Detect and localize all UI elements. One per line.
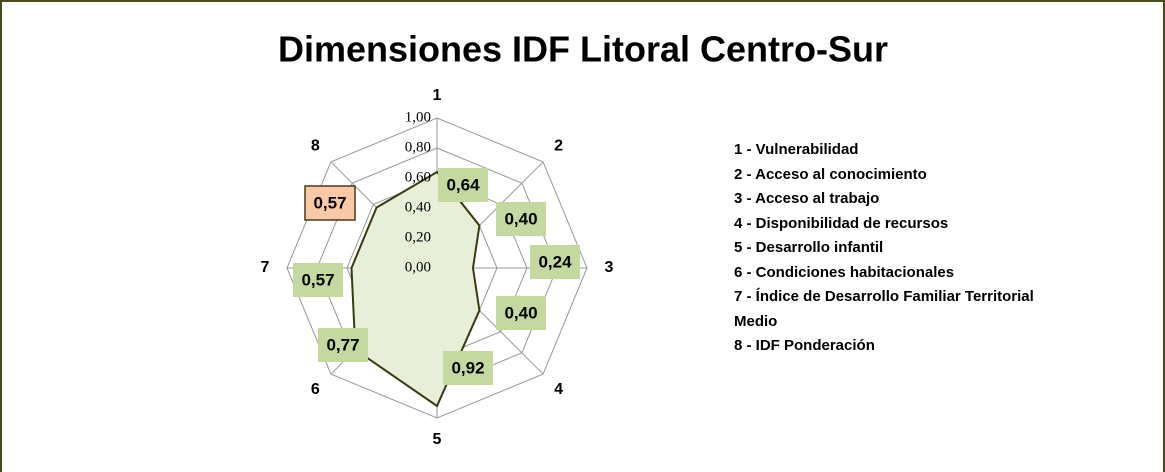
legend: 1 - Vulnerabilidad 2 - Acceso al conocimi… [734, 138, 1034, 359]
value-label-box [496, 202, 546, 236]
value-label: 0,57 [313, 193, 346, 212]
data-area [350, 170, 481, 408]
r-tick-label: 0,20 [405, 229, 431, 245]
value-label: 0,92 [451, 358, 484, 377]
value-label-box [318, 328, 368, 362]
legend-entry: 2 - Acceso al conocimiento [734, 165, 927, 183]
category-label: 7 [261, 259, 270, 276]
legend-entry: 3 - Acceso al trabajo [734, 190, 880, 207]
value-label: 0,77 [326, 335, 359, 354]
category-label: 1 [433, 87, 442, 104]
value-label-box [496, 296, 546, 330]
value-label: 0,24 [538, 252, 572, 271]
value-label-box [438, 168, 488, 202]
legend-entry: 7 - Índice de Desarrollo Familiar Territ… [734, 288, 1034, 330]
value-label-box [443, 351, 493, 385]
legend-entry: 6 - Condiciones habitacionales [734, 263, 955, 281]
category-label: 5 [433, 431, 442, 448]
value-label: 0,64 [446, 175, 480, 194]
legend-entry: 8 - IDF Ponderación [734, 337, 875, 354]
value-label: 0,57 [301, 270, 334, 289]
value-label-box [530, 245, 580, 279]
value-label-box [293, 263, 343, 297]
category-label: 2 [554, 138, 563, 155]
r-tick-label: 0,40 [405, 199, 431, 215]
value-label-box [304, 185, 356, 221]
category-label: 3 [605, 259, 614, 276]
value-label: 0,40 [504, 303, 537, 322]
category-label: 8 [311, 138, 320, 155]
r-tick-label: 0,80 [405, 139, 431, 155]
r-tick-label: 0,60 [405, 169, 431, 185]
category-label: 4 [554, 381, 563, 398]
r-tick-label: 1,00 [405, 109, 431, 125]
legend-entry: 4 - Disponibilidad de recursos [734, 214, 949, 232]
chart: Dimensiones IDF Litoral Centro-Sur 1 2 3 4 5… [261, 29, 888, 449]
legend-entry: 5 - Desarrollo infantil [734, 239, 884, 256]
legend-entry: 1 - Vulnerabilidad [734, 141, 859, 158]
category-label: 6 [311, 381, 320, 398]
chart-title: Dimensiones IDF Litoral Centro-Sur [278, 29, 888, 70]
r-tick-label: 0,00 [405, 259, 431, 275]
value-label: 0,40 [504, 209, 537, 228]
